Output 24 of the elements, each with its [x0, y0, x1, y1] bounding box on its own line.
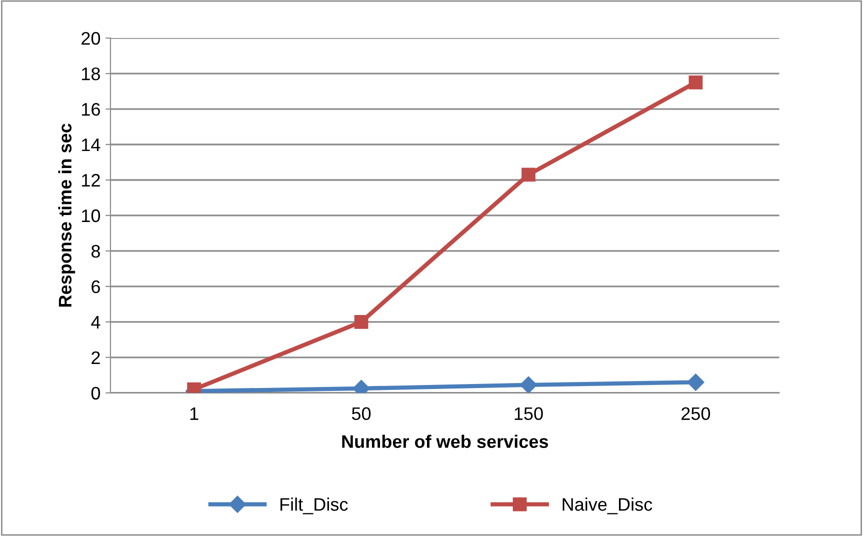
point [522, 168, 536, 182]
legend-label: Filt_Disc [280, 498, 348, 514]
y-tick-label: 2 [92, 351, 100, 364]
y-tick-label: 12 [82, 174, 100, 187]
y-tick-label: 16 [82, 102, 100, 116]
y-axis-title: Response time in sec [58, 124, 76, 307]
y-tick-label: 10 [82, 209, 100, 222]
point [687, 374, 704, 391]
point [688, 75, 703, 90]
point [354, 314, 368, 329]
x-tick-label: 50 [352, 407, 371, 420]
point [520, 376, 538, 393]
y-tick-label: 0 [91, 386, 100, 400]
x-tick-label: 1 [190, 407, 198, 420]
y-tick-label: 6 [92, 280, 100, 294]
y-tick-label: 8 [91, 244, 100, 258]
x-axis-title: Number of web services [342, 434, 548, 448]
x-tick-label: 150 [514, 407, 543, 420]
y-tick-label: 4 [91, 316, 100, 328]
y-tick-label: 14 [82, 138, 100, 152]
y-tick-label: 20 [82, 32, 100, 45]
x-tick-label: 250 [682, 407, 710, 420]
legend-label: Naive_Disc [562, 498, 652, 514]
y-tick-label: 18 [82, 67, 100, 80]
